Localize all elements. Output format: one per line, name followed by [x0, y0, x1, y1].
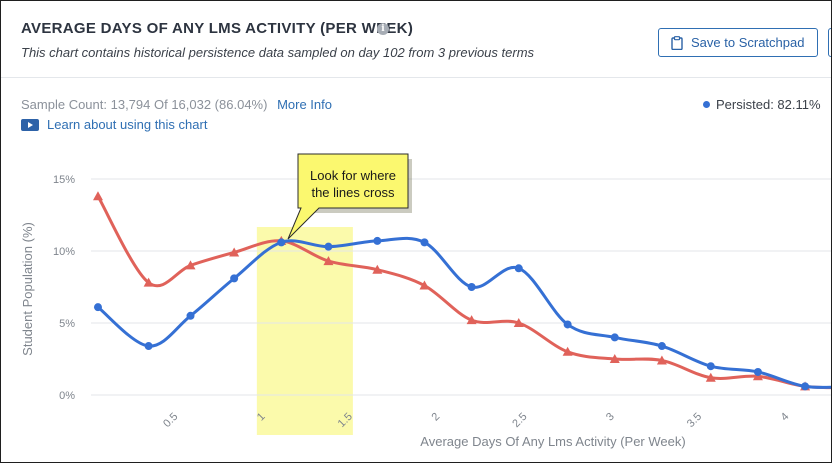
chart-subtitle: This chart contains historical persisten…	[21, 45, 535, 60]
data-point-persisted	[144, 342, 153, 351]
y-tick-label: 15%	[53, 174, 75, 186]
more-info-link[interactable]: More Info	[277, 97, 332, 112]
data-point-persisted	[230, 274, 239, 283]
x-tick-label: 0.5	[161, 411, 180, 430]
x-tick-label: 3	[604, 411, 617, 424]
save-to-scratchpad-button[interactable]: Save to Scratchpad	[658, 28, 818, 57]
legend-label-persisted: Persisted: 82.11%	[716, 97, 821, 112]
clipboard-icon	[671, 35, 683, 50]
data-point-persisted	[277, 238, 286, 247]
data-point-persisted	[467, 283, 476, 291]
legend-persisted[interactable]: Persisted: 82.11%	[703, 97, 821, 112]
data-point-persisted	[753, 367, 762, 376]
x-tick-label: 2.5	[510, 411, 529, 430]
video-play-icon	[21, 118, 39, 131]
data-point-persisted	[610, 333, 619, 342]
callout-text-line2: the lines cross	[311, 185, 395, 200]
chart-title: AVERAGE DAYS OF ANY LMS ACTIVITY (PER WE…	[21, 20, 414, 37]
callout-box	[287, 153, 409, 240]
y-tick-label: 10%	[53, 246, 75, 258]
data-point-not-persisted	[656, 355, 667, 365]
sample-count: Sample Count: 13,794 Of 16,032 (86.04%) …	[21, 97, 332, 112]
data-point-not-persisted	[143, 277, 154, 287]
data-point-not-persisted	[92, 191, 103, 201]
data-point-persisted	[706, 362, 715, 371]
data-point-persisted	[514, 264, 523, 273]
data-point-not-persisted	[185, 260, 196, 270]
series-line-not-persisted	[96, 195, 831, 390]
callout-annotation: Look for where the lines cross	[287, 153, 412, 240]
card-header: AVERAGE DAYS OF ANY LMS ACTIVITY (PER WE…	[1, 1, 831, 78]
x-tick-label: 4	[779, 411, 792, 424]
crossover-highlight	[256, 227, 353, 435]
data-point-persisted	[563, 320, 572, 329]
data-point-persisted	[657, 342, 666, 351]
data-point-persisted	[420, 238, 429, 247]
legend-dot-persisted	[703, 101, 710, 108]
data-point-persisted	[373, 236, 382, 245]
y-tick-label: 0%	[59, 390, 75, 402]
data-point-persisted	[801, 382, 810, 391]
x-axis-title: Average Days Of Any Lms Activity (Per We…	[420, 434, 685, 449]
learn-link[interactable]: Learn about using this chart	[21, 117, 207, 132]
y-tick-label: 5%	[59, 318, 75, 330]
learn-link-label: Learn about using this chart	[47, 117, 208, 132]
data-point-not-persisted	[372, 264, 383, 274]
data-point-not-persisted	[229, 247, 240, 257]
data-point-persisted	[93, 303, 102, 312]
data-point-not-persisted	[466, 315, 477, 325]
data-point-persisted	[186, 311, 195, 320]
callout-text-line1: Look for where	[310, 168, 396, 183]
data-point-not-persisted	[562, 346, 573, 356]
data-point-not-persisted	[609, 354, 620, 363]
data-point-not-persisted	[705, 372, 716, 382]
data-point-not-persisted	[419, 280, 430, 290]
sample-count-text: Sample Count: 13,794 Of 16,032 (86.04%)	[21, 97, 268, 112]
data-point-persisted	[324, 242, 333, 251]
save-button-label: Save to Scratchpad	[691, 35, 805, 50]
data-point-not-persisted	[513, 318, 524, 327]
x-tick-label: 2	[429, 411, 442, 424]
more-actions-button[interactable]	[828, 28, 831, 57]
info-icon[interactable]: i	[377, 23, 389, 35]
data-point-not-persisted	[323, 256, 334, 266]
y-axis-title: Student Population (%)	[20, 222, 35, 356]
x-tick-label: 3.5	[685, 411, 704, 430]
